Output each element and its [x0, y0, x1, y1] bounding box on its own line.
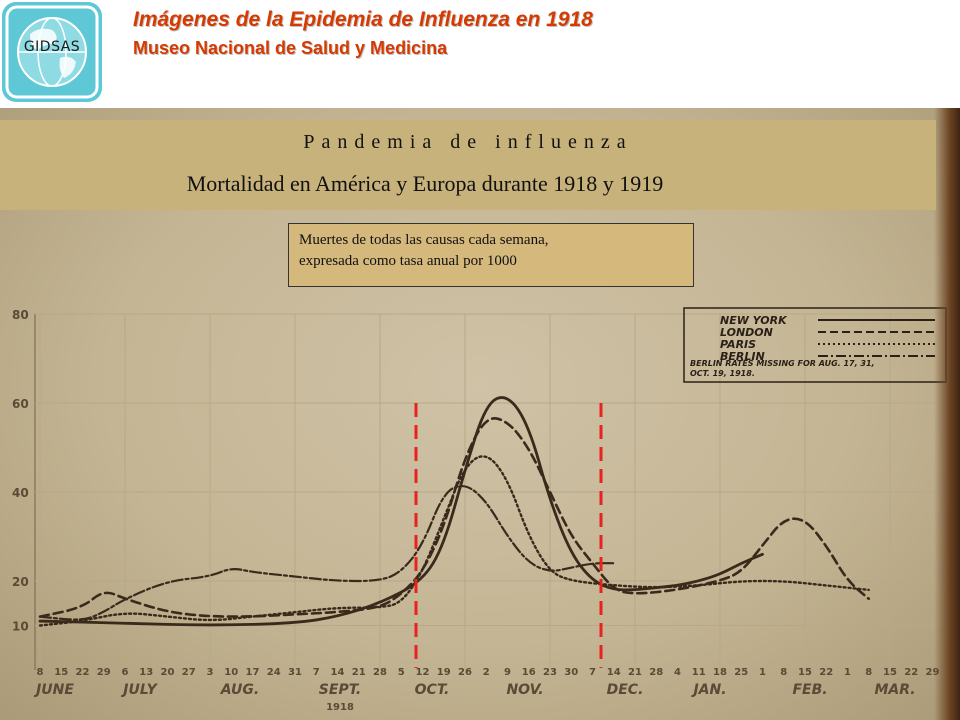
page-subtitle: Museo Nacional de Salud y Medicina — [133, 38, 448, 58]
x-tick-label: 15 — [54, 667, 68, 678]
photo-edge-shadow — [934, 108, 960, 720]
x-tick-label: 26 — [458, 667, 472, 678]
x-tick-label: 1 — [759, 667, 766, 678]
month-label: NOV. — [506, 682, 543, 698]
logo-text: GIDSAS — [23, 39, 81, 55]
legend-entry: BERLIN — [720, 350, 765, 363]
series-line-paris — [38, 455, 870, 627]
legend-entry: PARIS — [720, 338, 756, 351]
month-label: DEC. — [607, 682, 644, 698]
x-tick-label: 2 — [483, 667, 490, 678]
x-tick-label: 7 — [589, 667, 596, 678]
x-tick-label: 12 — [416, 667, 430, 678]
legend-note: OCT. 19, 1918. — [690, 369, 755, 378]
x-tick-label: 25 — [734, 667, 748, 678]
x-tick-label: 21 — [628, 667, 642, 678]
x-tick-label: 13 — [139, 667, 153, 678]
x-tick-label: 14 — [607, 667, 621, 678]
x-tick-label: 22 — [76, 667, 90, 678]
year-label: 1918 — [326, 702, 354, 713]
banner-subtitle: Mortalidad en América y Europa durante 1… — [186, 171, 664, 196]
x-tick-label: 28 — [649, 667, 663, 678]
month-label: SEPT. — [319, 682, 361, 698]
x-tick-label: 31 — [288, 667, 302, 678]
y-tick-label: 80 — [12, 308, 29, 322]
legend-note: BERLIN RATES MISSING FOR AUG. 17, 31, — [690, 359, 875, 368]
x-tick-label: 18 — [713, 667, 727, 678]
legend-entry: NEW YORK — [720, 314, 788, 327]
x-tick-label: 29 — [926, 667, 940, 678]
month-label: MAR. — [874, 682, 915, 698]
x-tick-label: 8 — [865, 667, 872, 678]
y-tick-label: 10 — [12, 620, 29, 634]
x-tick-label: 22 — [904, 667, 918, 678]
x-tick-label: 30 — [564, 667, 578, 678]
annotation-box: Muertes de todas las causas cada semana,… — [288, 223, 694, 287]
x-tick-label: 16 — [522, 667, 536, 678]
month-label: OCT. — [415, 682, 450, 698]
x-tick-label: 19 — [437, 667, 451, 678]
x-tick-label: 6 — [122, 667, 129, 678]
x-tick-label: 17 — [246, 667, 260, 678]
annotation-line-2: expresada como tasa anual por 1000 — [299, 253, 517, 269]
x-tick-label: 5 — [398, 667, 405, 678]
x-tick-label: 10 — [224, 667, 238, 678]
y-tick-label: 60 — [12, 397, 29, 411]
x-tick-label: 15 — [883, 667, 897, 678]
x-tick-label: 8 — [37, 667, 44, 678]
x-tick-label: 21 — [352, 667, 366, 678]
series-line-berlin — [38, 484, 615, 621]
month-label: FEB. — [792, 682, 827, 698]
x-tick-label: 14 — [331, 667, 345, 678]
x-tick-label: 1 — [844, 667, 851, 678]
historical-chart-photo: 80 60 40 20 10 8 15 22 29 6 13 20 27 3 10 17 24 31 7 14 21 2… — [0, 108, 960, 720]
banner-title: Pandemia de influenza — [303, 131, 633, 153]
x-tick-label: 24 — [267, 667, 281, 678]
x-tick-label: 7 — [313, 667, 320, 678]
legend-entry: LONDON — [720, 326, 773, 339]
month-label: JUNE — [33, 682, 74, 698]
x-tick-label: 8 — [780, 667, 787, 678]
x-tick-label: 20 — [161, 667, 175, 678]
annotation-line-1: Muertes de todas las causas cada semana, — [299, 232, 549, 248]
gidsas-logo — [0, 0, 104, 104]
x-tick-label: 11 — [692, 667, 706, 678]
page-title: Imágenes de la Epidemia de Influenza en … — [133, 8, 593, 31]
series-line-new-york — [38, 396, 764, 627]
x-tick-label: 23 — [543, 667, 557, 678]
x-tick-label: 4 — [674, 667, 681, 678]
x-tick-label: 28 — [373, 667, 387, 678]
y-tick-label: 40 — [12, 486, 29, 500]
month-label: JAN. — [690, 682, 726, 698]
month-label: JULY — [120, 682, 158, 698]
title-banner — [0, 120, 936, 210]
x-tick-label: 9 — [504, 667, 511, 678]
month-label: AUG. — [220, 682, 259, 698]
x-tick-label: 29 — [97, 667, 111, 678]
x-tick-label: 27 — [182, 667, 196, 678]
y-tick-label: 20 — [12, 575, 29, 589]
x-tick-label: 22 — [819, 667, 833, 678]
x-tick-label: 15 — [798, 667, 812, 678]
series-line-london — [38, 417, 871, 618]
x-tick-label: 3 — [207, 667, 214, 678]
